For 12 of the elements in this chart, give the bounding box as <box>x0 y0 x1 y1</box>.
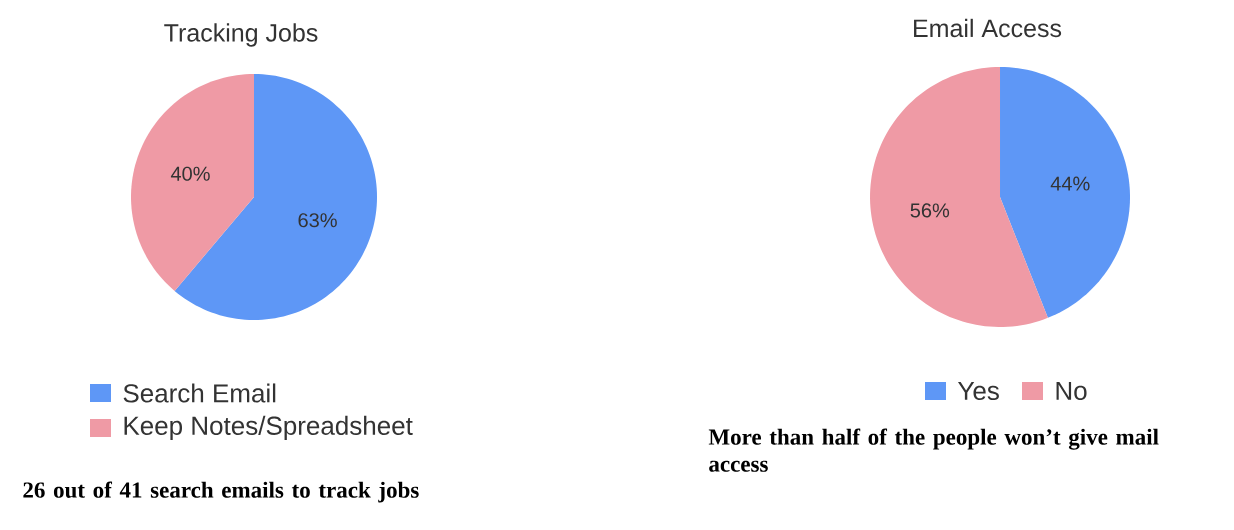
legend-label: Yes <box>957 381 999 401</box>
chart-title: Email Access <box>914 18 1062 38</box>
data-label: 44% <box>1050 176 1090 191</box>
data-label: 63% <box>298 213 337 228</box>
data-label: 56% <box>910 203 950 218</box>
text: 26 out of 41 search emails to track jobs <box>23 481 419 503</box>
data-label: 40% <box>170 166 210 181</box>
text: More than half of the people won’t give mail access <box>708 428 1159 472</box>
legend-label: Keep Notes/Spreadsheet <box>124 415 413 441</box>
chart-title: Tracking Jobs <box>164 23 318 47</box>
legend-label: No <box>1056 381 1087 401</box>
legend-label: Search Email <box>123 383 276 403</box>
